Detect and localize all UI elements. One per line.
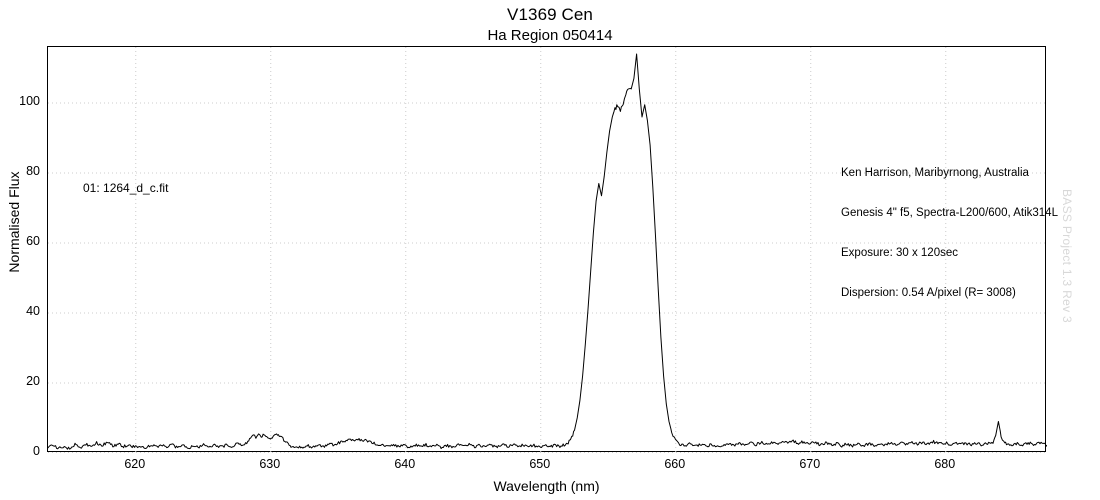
- spectrum-trace: [48, 53, 1047, 450]
- x-axis-tick-label: 630: [259, 457, 281, 471]
- x-axis-tick-label: 640: [394, 457, 416, 471]
- y-axis-tick-label: 20: [26, 374, 40, 388]
- x-axis-tick-label: 660: [664, 457, 686, 471]
- spectrum-plot-svg: [48, 47, 1047, 453]
- y-axis-tick-label: 100: [19, 94, 40, 108]
- x-axis-label: Wavelength (nm): [493, 478, 600, 494]
- gridlines: [48, 47, 1047, 453]
- file-label: 01: 1264_d_c.fit: [83, 181, 169, 195]
- y-axis-tick-label: 0: [33, 444, 40, 458]
- spectrum-line: [48, 53, 1047, 450]
- annotation-line-observer: Ken Harrison, Maribyrnong, Australia: [841, 166, 1029, 179]
- y-axis-tick-label: 60: [26, 234, 40, 248]
- app-watermark: BASS Project 1.3 Rev 3: [1060, 189, 1074, 323]
- annotation-line-equipment: Genesis 4" f5, Spectra-L200/600, Atik314…: [841, 207, 1058, 220]
- annotation-line-dispersion: Dispersion: 0.54 A/pixel (R= 3008): [841, 287, 1016, 300]
- x-axis-tick-label: 650: [529, 457, 551, 471]
- y-axis-tick-label: 40: [26, 304, 40, 318]
- x-axis-tick-label: 670: [799, 457, 821, 471]
- annotation-line-exposure: Exposure: 30 x 120sec: [841, 247, 958, 260]
- observation-annotation: Ken Harrison, Maribyrnong, Australia Gen…: [841, 140, 1058, 328]
- x-axis-tick-label: 680: [934, 457, 956, 471]
- x-axis-tick-label: 620: [124, 457, 146, 471]
- y-axis-tick-label: 80: [26, 164, 40, 178]
- plot-area: [47, 46, 1047, 453]
- page-title: V1369 Cen: [507, 5, 593, 24]
- page-subtitle: Ha Region 050414: [487, 27, 613, 44]
